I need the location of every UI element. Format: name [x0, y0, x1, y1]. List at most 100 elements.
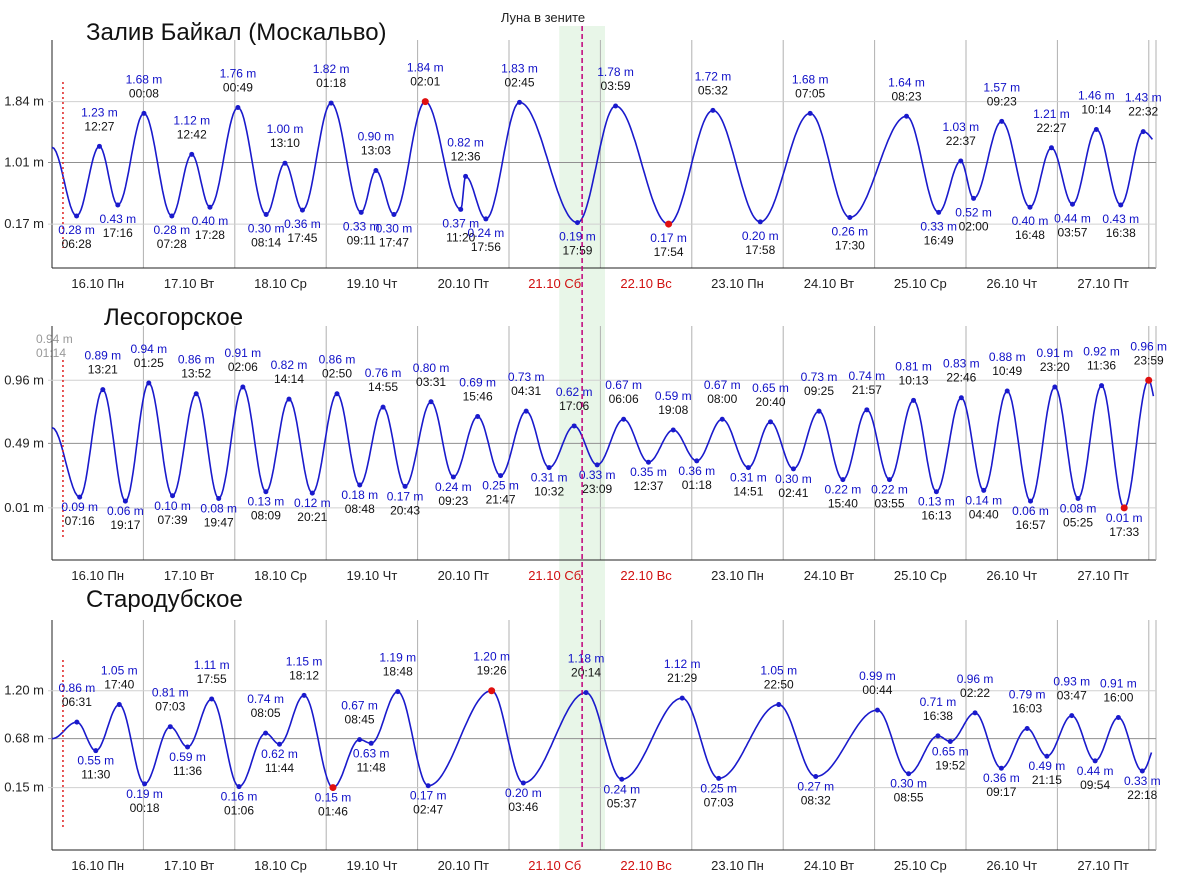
high-tide-time: 01:25 — [134, 356, 164, 370]
tide-extreme-point — [328, 100, 334, 106]
high-tide-time: 02:50 — [322, 367, 352, 381]
tide-extreme-point — [998, 765, 1004, 771]
tide-extreme-point — [679, 695, 685, 701]
day-label: 17.10 Вт — [164, 858, 214, 873]
low-tide-time: 01:46 — [318, 805, 348, 819]
low-tide-height: 0.40 m — [192, 214, 229, 228]
tide-extreme-point — [906, 771, 912, 777]
high-tide-height: 0.73 m — [508, 370, 545, 384]
tide-extreme-point — [971, 195, 977, 201]
low-tide-height: 0.22 m — [871, 483, 908, 497]
low-tide-height: 0.08 m — [200, 501, 237, 515]
high-tide-height: 1.11 m — [194, 658, 230, 672]
tide-extreme-point — [911, 397, 917, 403]
high-tide-height: 1.18 m — [568, 652, 605, 666]
high-tide-height: 0.81 m — [152, 686, 189, 700]
y-tick-label: 0.15 m — [4, 780, 44, 795]
high-tide-time: 00:08 — [129, 86, 159, 100]
low-tide-time: 17:30 — [835, 238, 865, 252]
high-tide-time: 20:40 — [755, 395, 785, 409]
low-tide-height: 0.55 m — [77, 754, 114, 768]
low-tide-time: 11:30 — [81, 768, 110, 782]
high-tide-time: 07:05 — [795, 86, 825, 100]
high-tide-height: 1.78 m — [597, 65, 634, 79]
tide-extreme-point — [209, 696, 215, 702]
low-tide-height: 0.25 m — [482, 479, 519, 493]
low-tide-time: 17:56 — [471, 240, 501, 254]
low-tide-time: 02:00 — [959, 219, 989, 233]
low-tide-height: 0.35 m — [630, 465, 667, 479]
tide-extreme-point — [309, 490, 315, 496]
day-label: 18.10 Ср — [254, 276, 307, 291]
low-tide-time: 09:54 — [1080, 778, 1110, 792]
tide-extreme-point — [790, 466, 796, 472]
high-tide-time: 03:47 — [1057, 689, 1087, 703]
tide-extreme-point — [74, 719, 80, 725]
low-tide-height: 0.24 m — [468, 226, 505, 240]
high-tide-height: 0.62 m — [556, 385, 593, 399]
tide-extreme-point — [670, 427, 676, 433]
high-tide-time: 12:42 — [177, 127, 207, 141]
day-label: 25.10 Ср — [894, 276, 947, 291]
low-tide-height: 0.44 m — [1054, 211, 1091, 225]
high-tide-height: 0.94 m — [130, 342, 167, 356]
tide-panels: 1.84 m 1.01 m 0.17 m Залив Байкал (Москальв… — [4, 19, 1167, 873]
low-tide-time: 21:47 — [486, 493, 516, 507]
low-tide-height: 0.63 m — [353, 746, 390, 760]
panel-title: Залив Байкал (Москальво) — [86, 19, 387, 46]
high-tide-height: 1.05 m — [760, 664, 797, 678]
high-tide-height: 1.68 m — [792, 72, 829, 86]
tide-extreme-point — [1069, 201, 1075, 207]
low-tide-height: 0.30 m — [890, 777, 927, 791]
tide-extreme-point — [1004, 388, 1010, 394]
high-tide-height: 0.96 m — [957, 672, 994, 686]
tide-panel: 1.20 m 0.68 m 0.15 m Стародубское 16.10 Пн 17… — [4, 586, 1160, 873]
low-tide-time: 16:48 — [1015, 228, 1045, 242]
tide-extreme-point — [958, 395, 964, 401]
day-label: 25.10 Ср — [894, 858, 947, 873]
high-tide-time: 12:36 — [451, 149, 481, 163]
high-tide-time: 16:38 — [923, 709, 953, 723]
low-tide-height: 0.28 m — [153, 223, 190, 237]
day-label: 20.10 Пт — [438, 568, 489, 583]
tide-extreme-point — [146, 380, 152, 386]
high-tide-height: 1.76 m — [220, 66, 257, 80]
low-tide-height: 0.09 m — [61, 500, 98, 514]
tide-extreme-point — [947, 738, 953, 744]
low-tide-time: 03:46 — [508, 800, 538, 814]
tide-extreme-point — [619, 776, 625, 782]
high-tide-time: 02:01 — [410, 75, 440, 89]
tide-extreme-point — [665, 220, 673, 228]
y-tick-label: 0.01 m — [4, 500, 44, 515]
low-tide-height: 0.36 m — [678, 464, 715, 478]
high-tide-height: 0.65 m — [752, 381, 789, 395]
high-tide-time: 23:20 — [1040, 360, 1070, 374]
high-tide-height: 0.91 m — [1036, 346, 1073, 360]
tide-extreme-point — [216, 495, 222, 501]
low-tide-time: 04:40 — [969, 507, 999, 521]
high-tide-height: 1.82 m — [313, 62, 350, 76]
high-tide-height: 0.71 m — [920, 695, 957, 709]
high-tide-height: 0.89 m — [84, 349, 121, 363]
low-tide-height: 0.17 m — [650, 231, 687, 245]
low-tide-time: 08:48 — [345, 502, 375, 516]
high-tide-time: 08:05 — [251, 706, 281, 720]
low-tide-height: 0.19 m — [126, 787, 163, 801]
day-label: 23.10 Пн — [711, 276, 764, 291]
tide-extreme-point — [935, 733, 941, 739]
high-tide-time: 22:46 — [946, 371, 976, 385]
low-tide-time: 17:59 — [562, 244, 592, 258]
low-tide-height: 0.01 m — [1106, 511, 1143, 525]
tide-extreme-point — [1140, 129, 1146, 135]
tide-extreme-point — [240, 384, 246, 390]
tide-extreme-point — [329, 784, 337, 792]
low-tide-height: 0.30 m — [775, 472, 812, 486]
tide-extreme-point — [282, 160, 288, 166]
y-tick-label: 0.49 m — [4, 435, 44, 450]
low-tide-time: 01:18 — [682, 478, 712, 492]
high-tide-height: 1.46 m — [1078, 88, 1115, 102]
day-label: 18.10 Ср — [254, 568, 307, 583]
tide-extreme-point — [1115, 714, 1121, 720]
tide-extreme-point — [263, 489, 269, 495]
